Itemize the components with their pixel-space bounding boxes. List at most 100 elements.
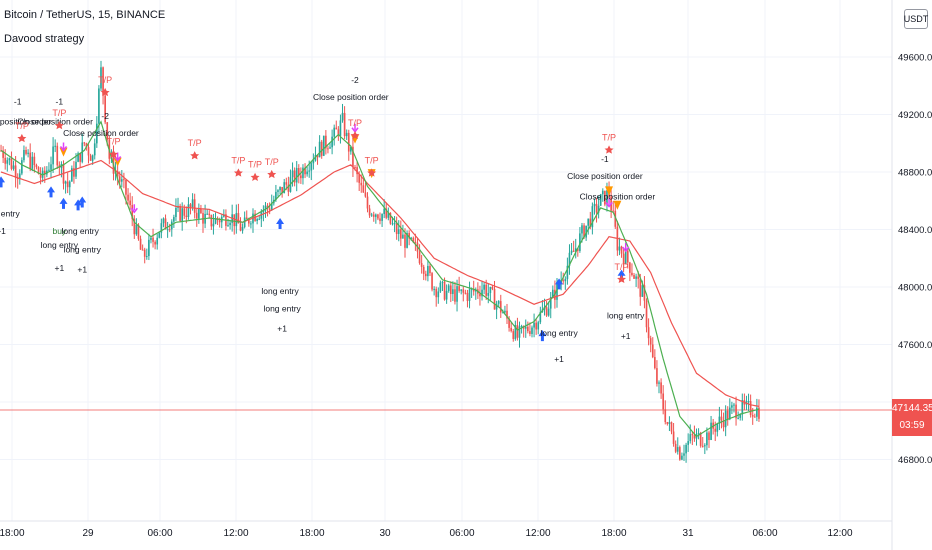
price-tick-label: 48000.00 xyxy=(898,283,932,294)
candle-body xyxy=(66,181,69,188)
candle-body xyxy=(214,218,217,224)
candle-body xyxy=(593,203,596,207)
candle-body xyxy=(683,453,685,456)
candle-body xyxy=(462,289,465,293)
candle-body xyxy=(48,169,50,171)
candle-body xyxy=(597,205,600,213)
candle-body xyxy=(89,155,92,161)
take-profit-star-icon xyxy=(604,145,614,154)
candle-body xyxy=(300,175,302,179)
candle-body xyxy=(125,179,127,195)
candle-body xyxy=(724,410,727,428)
candle-body xyxy=(622,253,625,264)
candle-body xyxy=(262,210,265,213)
take-profit-star-icon xyxy=(54,120,64,130)
close-position-arrow xyxy=(114,152,122,162)
candle-body xyxy=(195,212,198,219)
candle-body xyxy=(645,300,648,328)
candle-body xyxy=(674,443,677,452)
candle-body xyxy=(518,326,521,338)
candle-body xyxy=(104,95,106,123)
candle-body xyxy=(141,249,144,251)
price-tick-label: 48800.00 xyxy=(898,168,932,179)
candle-body xyxy=(352,146,354,168)
entry-label: long entry xyxy=(261,286,299,296)
candle-body xyxy=(279,186,281,191)
candle-body xyxy=(10,158,13,169)
candle-body xyxy=(651,344,654,358)
candle-body xyxy=(152,237,154,242)
candle-body xyxy=(120,179,123,182)
currency-unit-button[interactable]: USDT xyxy=(904,9,928,29)
candle-body xyxy=(137,224,140,239)
candle-body xyxy=(106,122,109,140)
take-profit-label: T/P xyxy=(52,108,66,118)
study-name[interactable]: Davood strategy xyxy=(4,33,85,45)
entry-label: +1 xyxy=(77,265,87,275)
candle-body xyxy=(449,285,452,295)
time-axis[interactable]: 18:00 29 06:00 12:00 18:00 30 06:00 12:00 18:00 3… xyxy=(0,520,892,539)
last-price-tag: 47144.35 03:59 xyxy=(892,399,932,436)
price-tick-label: 46800.00 xyxy=(898,455,932,466)
candle-body xyxy=(383,208,385,215)
long-entry-arrow xyxy=(78,196,87,208)
candle-body xyxy=(50,164,52,170)
candle-body xyxy=(531,327,533,334)
candle-body xyxy=(649,338,652,345)
long-entry-arrow xyxy=(74,199,83,211)
candle-body xyxy=(689,434,692,442)
candle-body xyxy=(722,420,725,428)
price-tick-label: 49600.00 xyxy=(898,53,932,64)
take-profit-star-icon xyxy=(250,172,260,181)
candle-body xyxy=(549,296,552,309)
entry-label: long entry xyxy=(0,209,20,219)
candle-body xyxy=(749,401,752,415)
candle-body xyxy=(479,293,481,297)
candle-body xyxy=(260,212,263,219)
grid-lines xyxy=(0,0,892,521)
candle-body xyxy=(241,227,244,231)
candle-body xyxy=(116,171,119,177)
candle-body xyxy=(148,239,150,257)
candle-body xyxy=(512,331,515,339)
candle-body xyxy=(43,170,46,175)
candle-body xyxy=(664,409,667,423)
candle-body xyxy=(377,214,379,219)
candle-body xyxy=(435,288,438,298)
candle-body xyxy=(306,171,308,175)
candle-body xyxy=(699,432,702,446)
entry-label: +1 xyxy=(54,263,64,273)
candle-body xyxy=(595,203,598,213)
take-profit-star-icon xyxy=(17,133,27,143)
entry-label: +1 xyxy=(277,324,287,334)
candle-body xyxy=(670,422,673,432)
candle-body xyxy=(470,288,473,290)
candle-body xyxy=(325,135,327,149)
candle-body xyxy=(243,217,246,228)
symbol-title[interactable]: Bitcoin / TetherUS, 15, BINANCE xyxy=(4,9,166,21)
price-axis[interactable]: 49600.00 49200.00 48800.00 48400.00 48000.00… xyxy=(891,0,932,550)
entry-label: long entry xyxy=(607,311,645,321)
candle-body xyxy=(270,203,273,210)
candle-body xyxy=(375,214,377,217)
candle-body xyxy=(570,250,573,253)
candle-body xyxy=(562,280,565,282)
candle-body xyxy=(56,145,59,166)
candle-body xyxy=(150,237,152,240)
candle-body xyxy=(606,190,608,205)
candle-body xyxy=(633,275,635,279)
take-profit-star-icon xyxy=(233,168,243,177)
candle-body xyxy=(454,289,456,302)
candle-body xyxy=(487,292,490,296)
candle-body xyxy=(327,148,329,150)
candle-body xyxy=(406,233,408,248)
candle-body xyxy=(620,246,623,254)
candle-body xyxy=(443,281,446,300)
candle-body xyxy=(662,393,665,410)
candle-body xyxy=(366,196,369,209)
candle-body xyxy=(733,404,735,406)
candle-body xyxy=(131,205,134,219)
candle-body xyxy=(350,146,352,152)
